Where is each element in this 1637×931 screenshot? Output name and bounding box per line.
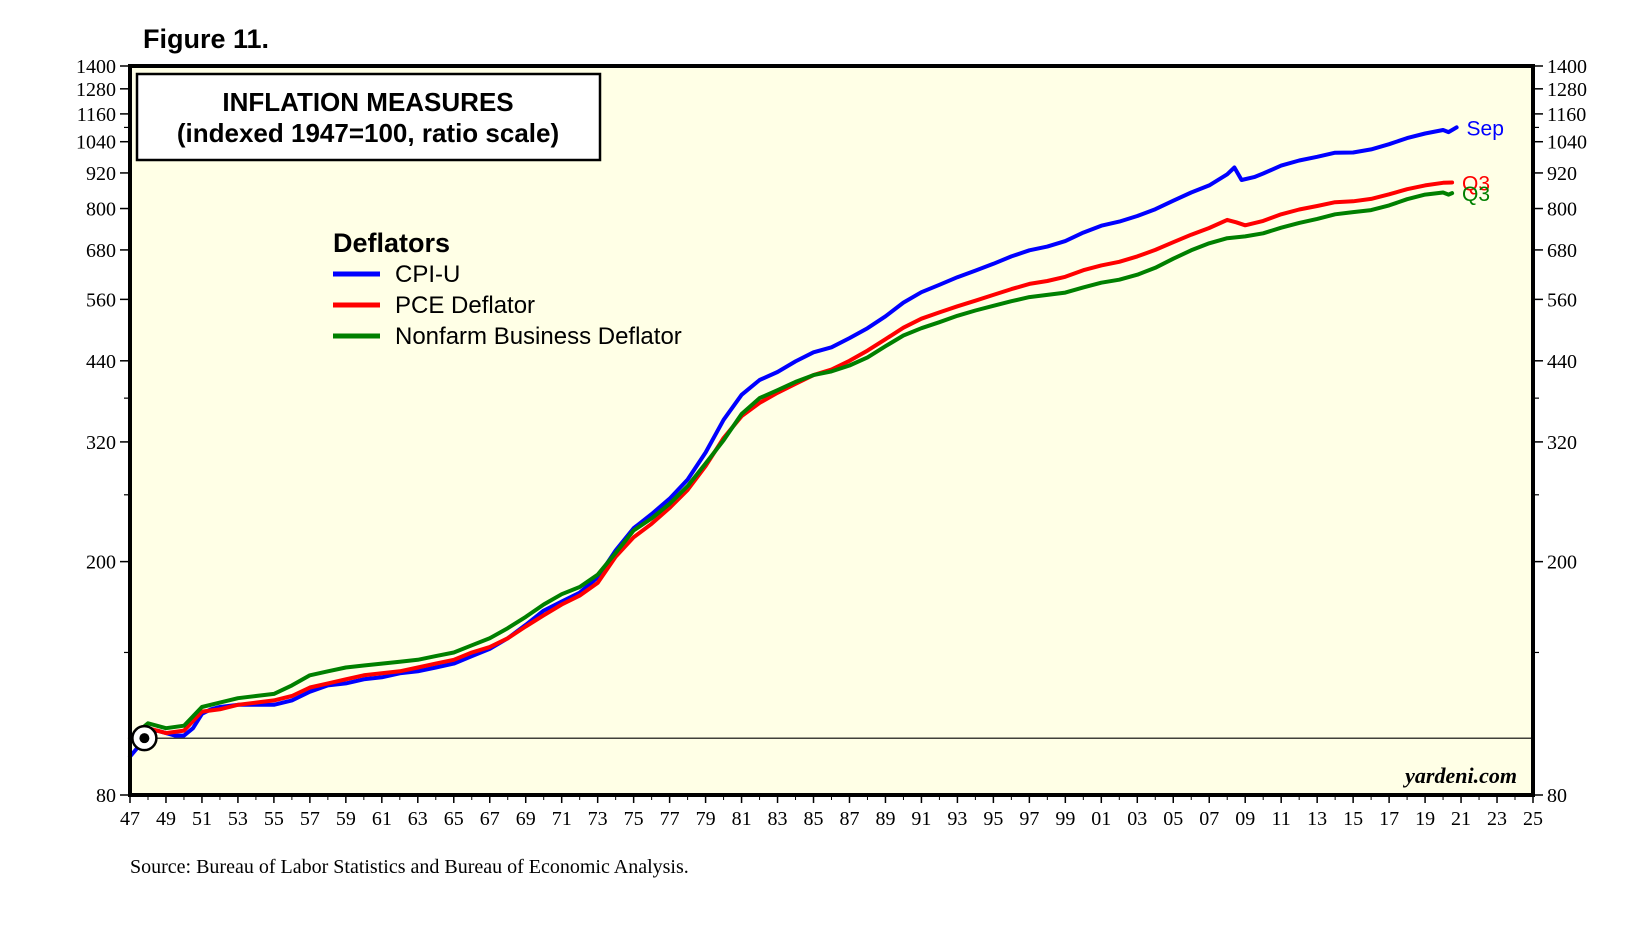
chart-subtitle: (indexed 1947=100, ratio scale) <box>177 118 559 148</box>
title-box-frame <box>135 72 602 162</box>
x-tick-label-49: 49 <box>156 808 176 830</box>
chart-title-box: INFLATION MEASURES (indexed 1947=100, ra… <box>135 72 602 162</box>
y-tick-label-left-80: 80 <box>96 785 116 807</box>
x-tick-label-61: 61 <box>372 808 392 830</box>
y-tick-label-right-560: 560 <box>1547 289 1577 311</box>
y-tick-label-left-680: 680 <box>86 240 116 262</box>
x-tick-label-17: 17 <box>1379 808 1399 830</box>
y-tick-label-right-1160: 1160 <box>1547 104 1586 126</box>
x-tick-label-93: 93 <box>947 808 967 830</box>
series-end-label-pce-deflator: Q3 <box>1462 173 1490 196</box>
x-tick-label-65: 65 <box>444 808 464 830</box>
x-tick-label-21: 21 <box>1451 808 1471 830</box>
x-tick-label-97: 97 <box>1019 808 1039 830</box>
y-tick-label-left-200: 200 <box>86 552 116 574</box>
x-tick-label-87: 87 <box>839 808 859 830</box>
y-tick-label-right-920: 920 <box>1547 163 1577 185</box>
series-line-cpi-u <box>128 125 1459 759</box>
x-tick-label-69: 69 <box>516 808 536 830</box>
x-tick-label-91: 91 <box>911 808 931 830</box>
legend-title: Deflators <box>333 228 450 258</box>
source-note: Source: Bureau of Labor Statistics and B… <box>130 856 689 878</box>
x-tick-label-01: 01 <box>1091 808 1111 830</box>
legend-label-cpi-u: CPI-U <box>395 261 460 288</box>
x-tick-label-03: 03 <box>1127 808 1147 830</box>
x-tick-label-95: 95 <box>983 808 1003 830</box>
y-tick-label-left-1280: 1280 <box>76 79 116 101</box>
y-tick-label-right-200: 200 <box>1547 552 1577 574</box>
y-tick-label-left-560: 560 <box>86 289 116 311</box>
y-tick-label-right-320: 320 <box>1547 432 1577 454</box>
y-tick-label-right-800: 800 <box>1547 199 1577 221</box>
x-tick-label-85: 85 <box>804 808 824 830</box>
series-line-nonfarm-business-deflator <box>128 190 1455 741</box>
x-tick-label-15: 15 <box>1343 808 1363 830</box>
x-tick-label-19: 19 <box>1415 808 1435 830</box>
x-tick-label-89: 89 <box>875 808 895 830</box>
y-tick-label-right-1040: 1040 <box>1547 132 1587 154</box>
y-tick-label-right-440: 440 <box>1547 351 1577 373</box>
legend-label-pce-deflator: PCE Deflator <box>395 292 535 319</box>
x-tick-label-47: 47 <box>120 808 140 830</box>
x-tick-label-79: 79 <box>696 808 716 830</box>
figure-label: Figure 11. <box>143 24 269 54</box>
series-end-label-cpi-u: Sep <box>1467 117 1504 140</box>
x-tick-label-57: 57 <box>300 808 320 830</box>
y-tick-label-left-1040: 1040 <box>76 132 116 154</box>
x-tick-label-81: 81 <box>732 808 752 830</box>
x-tick-label-77: 77 <box>660 808 680 830</box>
legend: Deflators CPI-U PCE Deflator Nonfarm Bus… <box>333 228 682 350</box>
y-tick-label-left-800: 800 <box>86 199 116 221</box>
x-tick-label-53: 53 <box>228 808 248 830</box>
x-tick-label-07: 07 <box>1199 808 1219 830</box>
x-tick-label-51: 51 <box>192 808 212 830</box>
watermark: yardeni.com <box>1402 763 1517 788</box>
series-end-label-nonfarm-business-deflator: Q3 <box>1462 183 1490 206</box>
x-tick-label-71: 71 <box>552 808 572 830</box>
y-tick-label-right-680: 680 <box>1547 240 1577 262</box>
y-tick-label-left-1400: 1400 <box>76 56 116 78</box>
x-tick-label-11: 11 <box>1272 808 1291 830</box>
y-tick-label-right-1280: 1280 <box>1547 79 1587 101</box>
y-tick-label-right-1400: 1400 <box>1547 56 1587 78</box>
x-tick-label-83: 83 <box>768 808 788 830</box>
x-tick-label-73: 73 <box>588 808 608 830</box>
x-tick-label-23: 23 <box>1487 808 1507 830</box>
x-tick-label-25: 25 <box>1523 808 1543 830</box>
y-tick-label-left-1160: 1160 <box>77 104 116 126</box>
x-tick-label-67: 67 <box>480 808 500 830</box>
base-marker-dot <box>139 733 150 744</box>
y-tick-label-left-920: 920 <box>86 163 116 185</box>
y-tick-label-left-320: 320 <box>86 432 116 454</box>
y-tick-label-left-440: 440 <box>86 351 116 373</box>
y-tick-label-right-80: 80 <box>1547 785 1567 807</box>
x-tick-label-99: 99 <box>1055 808 1075 830</box>
chart-title: INFLATION MEASURES <box>222 87 513 117</box>
x-tick-label-75: 75 <box>624 808 644 830</box>
legend-label-nonfarm-business-deflator: Nonfarm Business Deflator <box>395 323 682 350</box>
axis-layer: 80 80 200 200 320 320 440 440 560 560 680 680 800 800… <box>76 56 1587 830</box>
x-tick-label-09: 09 <box>1235 808 1255 830</box>
x-tick-label-59: 59 <box>336 808 356 830</box>
x-tick-label-05: 05 <box>1163 808 1183 830</box>
x-tick-label-55: 55 <box>264 808 284 830</box>
x-tick-label-13: 13 <box>1307 808 1327 830</box>
x-tick-label-63: 63 <box>408 808 428 830</box>
